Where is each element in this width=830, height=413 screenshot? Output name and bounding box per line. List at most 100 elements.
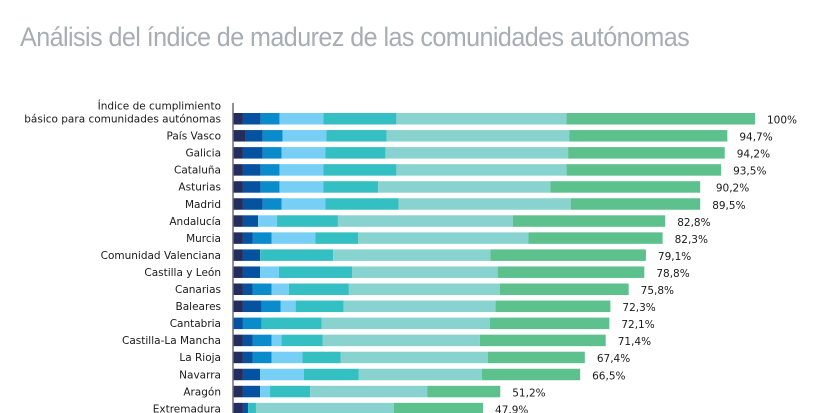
bar-segment-7 — [489, 317, 610, 330]
bar-segment-6 — [333, 249, 491, 261]
bar-segment-4 — [260, 368, 304, 381]
bar-segment-6 — [358, 232, 529, 244]
bar-segment-1 — [233, 215, 243, 227]
bars-group — [233, 113, 755, 413]
bar-segment-5 — [302, 351, 341, 364]
bar-segment-7 — [487, 351, 585, 364]
value-label: 66,5% — [592, 370, 625, 382]
bar-segment-2 — [242, 385, 261, 398]
bar-segment-5 — [325, 147, 386, 159]
bar-segment-7 — [528, 232, 663, 244]
bar-segment-7 — [490, 249, 646, 261]
bar-segment-1 — [233, 368, 243, 381]
bar-segment-2 — [242, 351, 253, 364]
category-label: Cataluña — [174, 165, 221, 177]
bar-segment-1 — [233, 351, 243, 364]
bar-segment-2 — [242, 181, 261, 193]
bar-segment-3 — [252, 232, 272, 244]
bar-segment-2 — [242, 215, 259, 227]
bar-segment-3 — [262, 198, 282, 210]
bar-segment-2 — [242, 164, 261, 176]
bar-segment-5 — [288, 283, 349, 295]
bar-segment-6 — [322, 334, 480, 347]
bar-segment-3 — [252, 334, 272, 347]
bar-segment-7 — [499, 283, 629, 295]
bar-segment-4 — [279, 164, 324, 176]
bar-segment-6 — [337, 215, 513, 227]
bar-segment-2 — [242, 113, 261, 125]
bar-segment-2 — [242, 300, 262, 313]
bar-segment-7 — [495, 300, 611, 313]
value-label: 67,4% — [597, 353, 630, 365]
bar-segment-3 — [252, 351, 272, 364]
category-label: Cantabria — [170, 318, 221, 330]
value-labels-group: 100% 94,7% 94,2% 93,5% 90,2% 89,5%82,8% 82,3% 7… — [495, 115, 797, 413]
value-label: 75,8% — [641, 285, 674, 297]
bar-segment-6 — [378, 181, 551, 193]
bar-segment-1 — [233, 113, 243, 125]
bar-segment-5 — [276, 215, 338, 227]
bar-segment-2 — [242, 147, 263, 159]
bar-segment-7 — [481, 368, 581, 381]
category-label: Navarra — [179, 369, 221, 381]
bar-segment-6 — [255, 402, 394, 413]
bar-segment-5 — [278, 266, 353, 278]
category-label: País Vasco — [167, 131, 222, 143]
bar-segment-5 — [325, 198, 399, 210]
bar-segment-3 — [262, 147, 282, 159]
bar-segment-4 — [279, 113, 324, 125]
bar-segment-1 — [233, 147, 243, 159]
bar-segment-4 — [281, 147, 326, 159]
bar-segment-7 — [566, 113, 755, 125]
bar-segment-6 — [396, 164, 567, 176]
bar-segment-7 — [497, 266, 645, 278]
bar-segment-6 — [352, 266, 498, 278]
bar-segment-3 — [260, 164, 280, 176]
chart-title: Análisis del índice de madurez de las co… — [20, 22, 690, 52]
bar-segment-7 — [569, 130, 728, 142]
bar-segment-2 — [242, 334, 253, 347]
bar-segment-4 — [258, 215, 277, 227]
category-label: Asturias — [178, 182, 221, 194]
bar-segment-6 — [385, 147, 569, 159]
bar-segment-7 — [550, 181, 701, 193]
bar-segment-1 — [233, 232, 243, 244]
bar-segment-5 — [295, 300, 344, 313]
category-label: Extremadura — [153, 403, 221, 413]
bar-segment-5 — [323, 113, 397, 125]
bar-segment-2 — [242, 232, 253, 244]
bar-segment-1 — [233, 300, 243, 313]
value-label: 93,5% — [733, 166, 766, 178]
bar-segment-4 — [281, 198, 326, 210]
category-label: Galicia — [185, 148, 221, 160]
bar-segment-5 — [323, 164, 397, 176]
bar-segment-3 — [261, 300, 281, 313]
bar-segment-2 — [242, 402, 249, 413]
value-label: 90,2% — [716, 183, 749, 195]
bar-segment-6 — [348, 283, 500, 295]
category-label: Madrid — [185, 199, 221, 211]
category-label: Comunidad Valenciana — [101, 250, 221, 262]
bar-segment-1 — [233, 181, 243, 193]
value-label: 82,8% — [677, 217, 710, 229]
bar-segment-5 — [323, 181, 379, 193]
bar-segment-1 — [233, 385, 243, 398]
bar-segment-5 — [326, 130, 387, 142]
bar-segment-3 — [260, 181, 280, 193]
bar-segment-6 — [386, 130, 570, 142]
bar-segment-5 — [303, 368, 359, 381]
bar-segment-3 — [252, 283, 272, 295]
bar-segment-4 — [280, 300, 296, 313]
value-label: 72,1% — [621, 319, 654, 331]
bar-segment-1 — [233, 249, 243, 261]
bar-segment-1 — [233, 198, 243, 210]
bar-segment-1 — [233, 164, 243, 176]
category-label: Aragón — [183, 386, 221, 398]
bar-segment-1 — [233, 283, 243, 295]
value-label: 100% — [767, 115, 797, 127]
bar-segment-1 — [233, 266, 243, 278]
value-label: 71,4% — [618, 336, 651, 348]
category-label: Baleares — [176, 301, 221, 313]
